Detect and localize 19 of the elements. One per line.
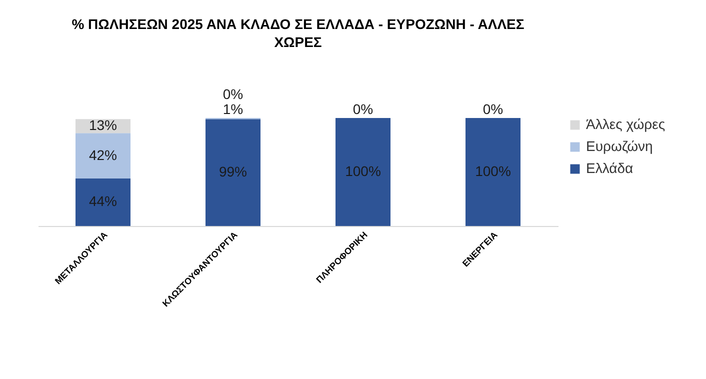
data-label: 1% (222, 101, 244, 117)
legend-label: Ευρωζώνη (586, 138, 653, 154)
legend-label: Άλλες χώρες (586, 116, 666, 132)
data-label: 0% (482, 101, 504, 117)
bar (336, 118, 390, 226)
data-label: 100% (345, 163, 381, 179)
data-label: 99% (218, 164, 248, 180)
data-label: 100% (475, 163, 511, 179)
bar (206, 119, 260, 226)
data-label: 0% (352, 101, 374, 117)
bar (76, 178, 130, 226)
data-label: 42% (88, 146, 118, 163)
bar (466, 118, 520, 226)
chart-title: % ΠΩΛΗΣΕΩΝ 2025 ΑΝΑ ΚΛΑΔΟ ΣΕ ΕΛΛΑΔΑ - ΕΥΡΟΖΩΝΗ - ΑΛΛΕΣ ΧΩΡΕΣ (72, 16, 524, 50)
legend-label: Ελλάδα (586, 160, 634, 176)
data-label: 13% (88, 117, 118, 134)
bar (76, 133, 130, 178)
data-label: 44% (88, 193, 118, 210)
data-label: 0% (222, 86, 244, 102)
